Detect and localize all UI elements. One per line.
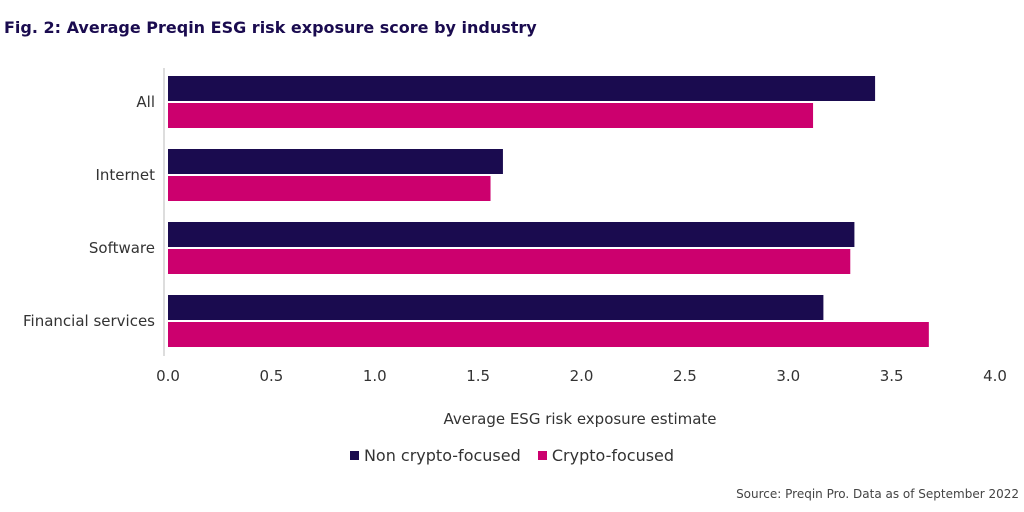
category-label-financial-services: Financial services bbox=[23, 312, 155, 330]
bar-financial-services-non-crypto-focused bbox=[168, 295, 824, 320]
legend-label-crypto: Crypto-focused bbox=[551, 446, 675, 465]
legend-item-non-crypto: Non crypto-focused bbox=[349, 446, 521, 465]
bars-group bbox=[168, 76, 929, 347]
chart-title: Fig. 2: Average Preqin ESG risk exposure… bbox=[4, 18, 537, 37]
x-tick-3-5: 3.5 bbox=[880, 367, 904, 385]
category-label-software: Software bbox=[89, 239, 155, 257]
bar-financial-services-crypto-focused bbox=[168, 322, 929, 347]
bar-internet-crypto-focused bbox=[168, 176, 491, 201]
x-tick-labels: 0.0 0.5 1.0 1.5 2.0 2.5 3.0 3.5 4.0 bbox=[156, 367, 1007, 385]
bar-all-crypto-focused bbox=[168, 103, 814, 128]
category-label-internet: Internet bbox=[95, 166, 155, 184]
x-tick-0-5: 0.5 bbox=[259, 367, 283, 385]
x-tick-4-0: 4.0 bbox=[983, 367, 1007, 385]
legend: Non crypto-focused Crypto-focused bbox=[0, 445, 1024, 465]
x-tick-0-0: 0.0 bbox=[156, 367, 180, 385]
bar-software-crypto-focused bbox=[168, 249, 851, 274]
category-labels: All Internet Software Financial services bbox=[23, 93, 155, 330]
legend-swatch-non-crypto bbox=[349, 451, 359, 460]
x-tick-1-0: 1.0 bbox=[363, 367, 387, 385]
x-tick-3-0: 3.0 bbox=[776, 367, 800, 385]
x-axis-label: Average ESG risk exposure estimate bbox=[443, 410, 716, 428]
legend-swatch-crypto bbox=[537, 451, 547, 460]
x-tick-1-5: 1.5 bbox=[466, 367, 490, 385]
source-note: Source: Preqin Pro. Data as of September… bbox=[736, 487, 1019, 501]
bar-all-non-crypto-focused bbox=[168, 76, 876, 101]
x-tick-2-5: 2.5 bbox=[673, 367, 697, 385]
bar-internet-non-crypto-focused bbox=[168, 149, 503, 174]
category-label-all: All bbox=[136, 93, 155, 111]
legend-label-non-crypto: Non crypto-focused bbox=[363, 446, 521, 465]
bar-software-non-crypto-focused bbox=[168, 222, 855, 247]
legend-item-crypto: Crypto-focused bbox=[537, 446, 675, 465]
x-tick-2-0: 2.0 bbox=[570, 367, 594, 385]
